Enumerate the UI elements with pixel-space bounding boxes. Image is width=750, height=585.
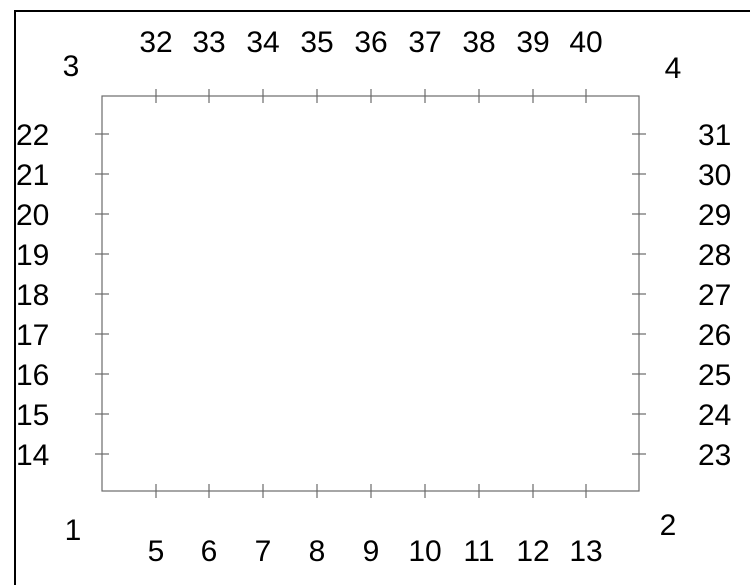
tick-marks bbox=[95, 89, 646, 498]
bottom-labels: 5 6 7 8 9 10 11 12 13 bbox=[148, 535, 603, 568]
left-label: 15 bbox=[16, 399, 49, 432]
corner-label-bottom-left: 1 bbox=[65, 514, 82, 547]
bottom-label: 7 bbox=[255, 535, 272, 568]
left-label: 21 bbox=[16, 159, 49, 192]
left-label: 17 bbox=[16, 319, 49, 352]
outer-frame bbox=[14, 10, 750, 585]
top-label: 33 bbox=[192, 26, 225, 59]
left-label: 16 bbox=[16, 359, 49, 392]
bottom-label: 8 bbox=[309, 535, 326, 568]
top-label: 36 bbox=[354, 26, 387, 59]
right-label: 23 bbox=[698, 439, 731, 472]
left-label: 14 bbox=[16, 439, 49, 472]
corner-label-bottom-right: 2 bbox=[660, 509, 677, 542]
right-label: 31 bbox=[698, 119, 731, 152]
right-label: 30 bbox=[698, 159, 731, 192]
right-label: 24 bbox=[698, 399, 731, 432]
left-label: 18 bbox=[16, 279, 49, 312]
left-label: 22 bbox=[16, 119, 49, 152]
top-label: 34 bbox=[246, 26, 279, 59]
right-label: 28 bbox=[698, 239, 731, 272]
inner-rectangle bbox=[101, 95, 640, 492]
bottom-label: 12 bbox=[516, 535, 549, 568]
left-label: 20 bbox=[16, 199, 49, 232]
right-label: 26 bbox=[698, 319, 731, 352]
bottom-label: 6 bbox=[201, 535, 218, 568]
top-label: 37 bbox=[408, 26, 441, 59]
corner-label-top-left: 3 bbox=[63, 50, 80, 83]
bottom-label: 9 bbox=[363, 535, 380, 568]
top-labels: 32 33 34 35 36 37 38 39 40 bbox=[139, 26, 602, 59]
bottom-label: 11 bbox=[463, 535, 494, 568]
right-label: 29 bbox=[698, 199, 731, 232]
corner-label-top-right: 4 bbox=[665, 52, 682, 85]
top-label: 38 bbox=[462, 26, 495, 59]
top-label: 39 bbox=[516, 26, 549, 59]
top-label: 32 bbox=[139, 26, 172, 59]
bottom-label: 13 bbox=[569, 535, 602, 568]
right-label: 27 bbox=[698, 279, 731, 312]
bottom-label: 10 bbox=[408, 535, 441, 568]
left-labels: 14 15 16 17 18 19 20 21 22 bbox=[16, 119, 49, 472]
top-label: 35 bbox=[300, 26, 333, 59]
top-label: 40 bbox=[569, 26, 602, 59]
bottom-label: 5 bbox=[148, 535, 165, 568]
left-label: 19 bbox=[16, 239, 49, 272]
right-labels: 23 24 25 26 27 28 29 30 31 bbox=[698, 119, 731, 472]
right-label: 25 bbox=[698, 359, 731, 392]
